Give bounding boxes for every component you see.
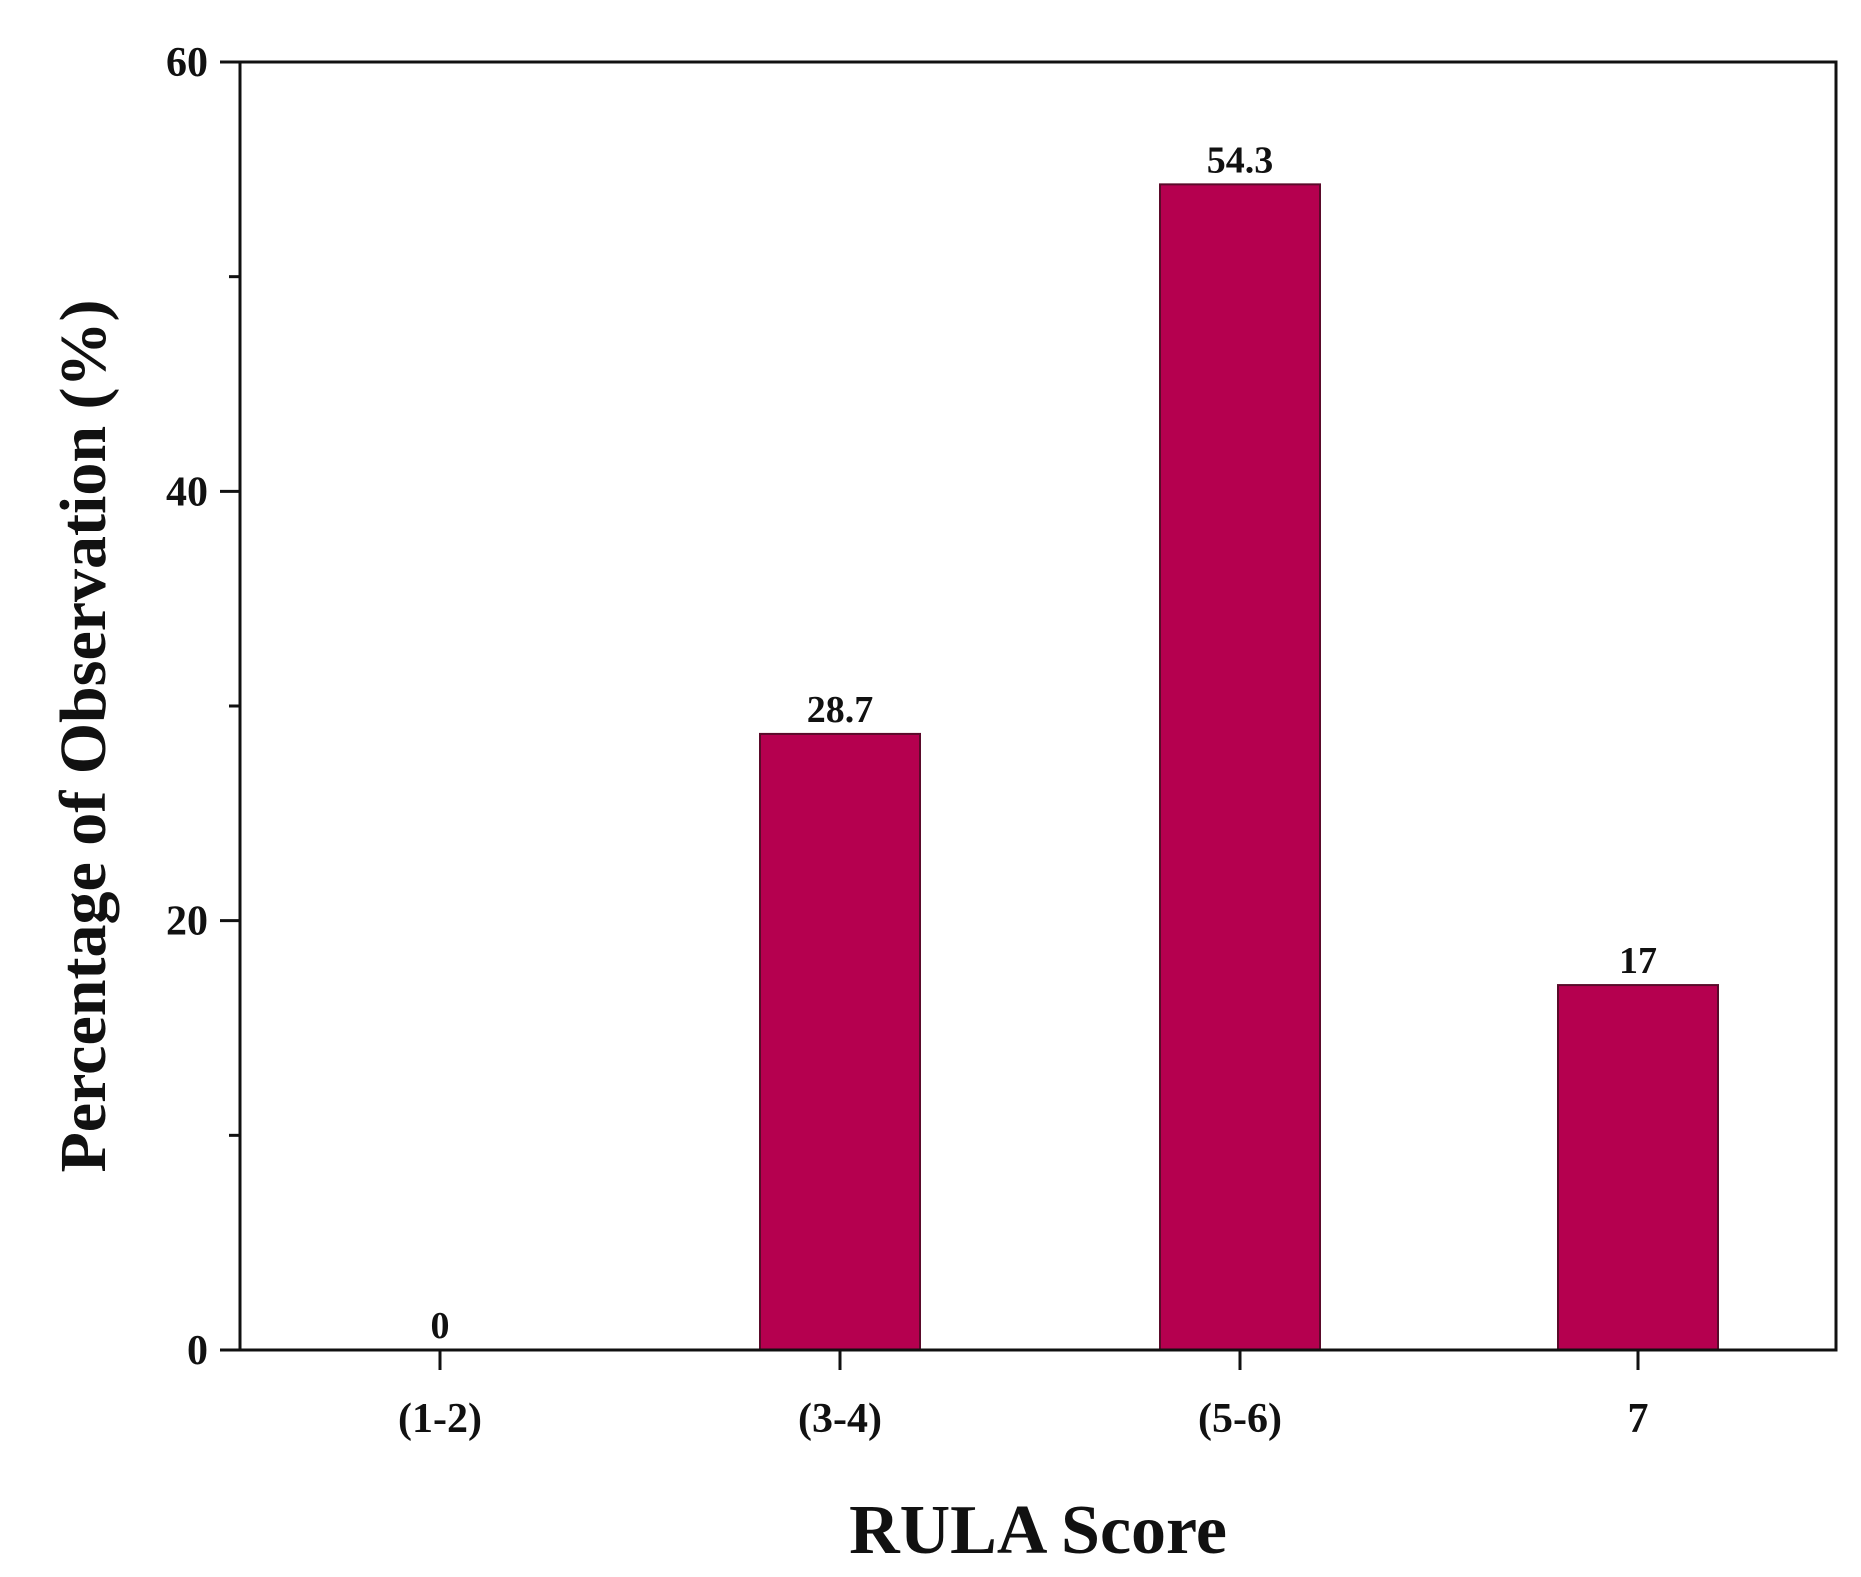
bar-value-label: 28.7 bbox=[807, 689, 874, 731]
bar-labels-group: 0 28.7 54.3 17 bbox=[431, 139, 1658, 1347]
y-axis-title: Percentage of Observation (%) bbox=[47, 299, 120, 1172]
bar-3 bbox=[1159, 183, 1321, 1352]
x-axis-ticks: (1-2) (3-4) (5-6) 7 bbox=[398, 1350, 1649, 1442]
bar-value-label: 54.3 bbox=[1207, 139, 1274, 181]
x-tick-label: (5-6) bbox=[1198, 1396, 1282, 1442]
y-axis-ticks: 0 20 40 60 bbox=[166, 40, 240, 1374]
y-tick-label: 0 bbox=[187, 1328, 208, 1374]
bar-4 bbox=[1557, 984, 1719, 1351]
bars-group bbox=[759, 183, 1719, 1352]
y-tick-label: 20 bbox=[166, 899, 208, 945]
x-tick-label: 7 bbox=[1628, 1396, 1649, 1442]
x-tick-label: (3-4) bbox=[798, 1396, 882, 1442]
y-tick-label: 40 bbox=[166, 469, 208, 515]
bar-value-label: 17 bbox=[1619, 940, 1657, 982]
y-tick-label: 60 bbox=[166, 40, 208, 86]
x-axis-title: RULA Score bbox=[849, 1492, 1227, 1569]
bar-value-label: 0 bbox=[431, 1305, 450, 1347]
x-tick-label: (1-2) bbox=[398, 1396, 482, 1442]
bar-2 bbox=[759, 732, 921, 1351]
